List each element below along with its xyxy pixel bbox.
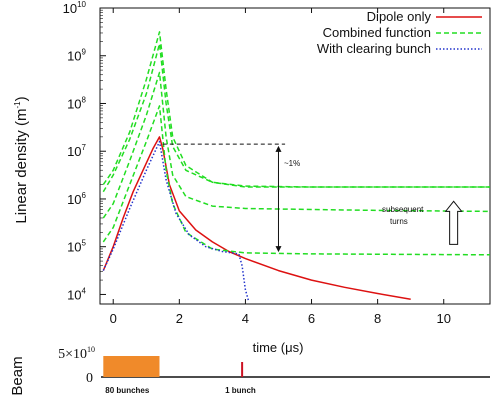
y-tick-label: 106 <box>67 191 86 207</box>
x-axis-label: time (μs) <box>253 340 304 355</box>
x-tick-label: 6 <box>308 311 315 326</box>
y-tick-label: 108 <box>67 95 86 111</box>
x-tick-label: 4 <box>242 311 249 326</box>
combined-function-line <box>102 43 490 193</box>
series-layer <box>102 31 491 302</box>
y-tick-label: 107 <box>67 143 86 159</box>
x-tick-label: 10 <box>436 311 450 326</box>
y-tick-label: 1010 <box>63 0 87 16</box>
x-axis: 0 2 4 6 8 10 <box>110 8 451 326</box>
y-tick-label: 109 <box>67 48 86 64</box>
beam-y-zero-label: 0 <box>86 371 93 386</box>
y-axis-label: Linear density (m-1) <box>13 96 30 223</box>
subsequent-turns-arrow <box>444 200 463 245</box>
bunch-train-bar <box>103 356 160 377</box>
dipole-only-line <box>102 136 411 300</box>
percent-annotation: ~1% <box>284 159 300 168</box>
legend-label-clearing: With clearing bunch <box>317 41 431 56</box>
beam-y-max-label: 5×1010 <box>58 345 95 362</box>
combined-function-line <box>102 31 490 188</box>
beam-panel: Beam 5×1010 0 80 bunches 1 bunch <box>9 345 490 396</box>
main-plot-frame <box>99 7 491 305</box>
annotation-layer <box>162 143 463 253</box>
x-tick-label: 0 <box>110 311 117 326</box>
clearing-bunch-line <box>102 140 250 302</box>
subsequent-annotation-line1: subsequent <box>382 205 424 214</box>
legend-label-combined: Combined function <box>323 25 431 40</box>
combined-function-line <box>102 105 491 256</box>
x-tick-label: 2 <box>176 311 183 326</box>
legend-label-dipole: Dipole only <box>367 9 432 24</box>
y-tick-label: 104 <box>67 286 86 302</box>
beam-axis-label: Beam <box>9 356 26 395</box>
y-axis: 104 105 106 107 108 109 1010 <box>63 0 106 302</box>
bunch-train-label: 80 bunches <box>105 386 150 395</box>
legend: Dipole only Combined function With clear… <box>317 9 482 56</box>
combined-function-line <box>102 71 491 219</box>
clearing-bunch-label: 1 bunch <box>225 386 256 395</box>
x-tick-label: 8 <box>374 311 381 326</box>
subsequent-annotation-line2: turns <box>390 217 408 226</box>
y-tick-label: 105 <box>67 239 86 255</box>
